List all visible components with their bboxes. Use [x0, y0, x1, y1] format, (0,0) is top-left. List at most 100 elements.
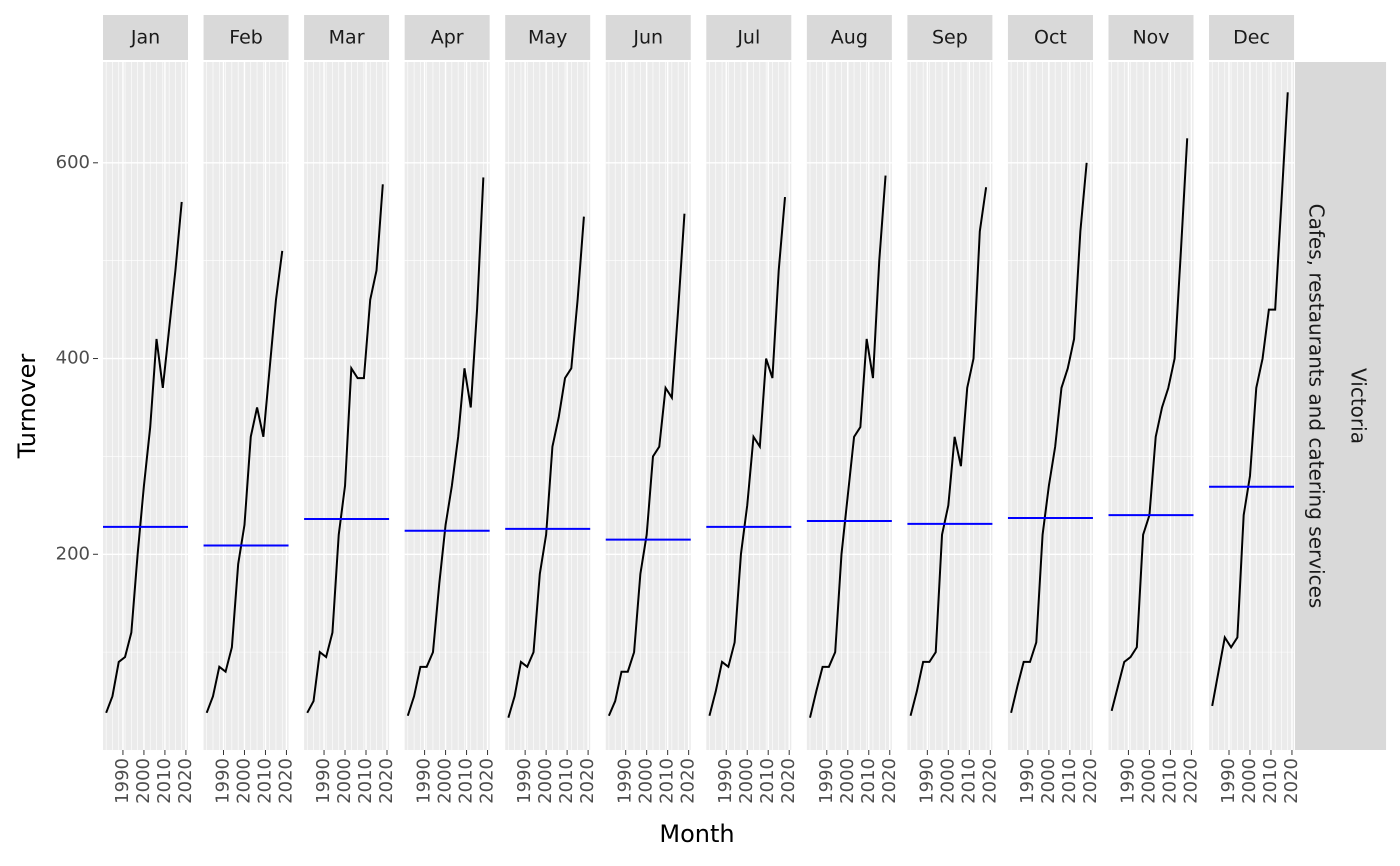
x-tick-label: 2020 [979, 758, 1000, 804]
panel-background [505, 62, 591, 750]
turnover-line [205, 250, 284, 714]
x-tick-label: 2010 [1159, 758, 1180, 804]
strip [1007, 15, 1093, 60]
strip [1209, 15, 1295, 60]
x-tick-label: 2000 [736, 758, 757, 804]
x-tick-label: 2000 [535, 758, 556, 804]
x-tick-label: 1990 [414, 758, 435, 804]
strip [806, 15, 892, 60]
y-axis-title: Turnover [13, 354, 41, 460]
x-tick-label: 2010 [657, 758, 678, 804]
x-tick-label: 1990 [816, 758, 837, 804]
x-tick-label: 2010 [154, 758, 175, 804]
panel-background [304, 62, 390, 750]
turnover-line [1010, 162, 1088, 714]
turnover-line [406, 177, 485, 717]
strip-label: Dec [1233, 27, 1270, 49]
turnover-line [809, 175, 887, 718]
panel-background [706, 62, 792, 750]
x-tick-label: 1990 [916, 758, 937, 804]
x-tick-label: 2020 [1080, 758, 1101, 804]
x-tick-label: 1990 [615, 758, 636, 804]
x-tick-label: 1990 [1017, 758, 1038, 804]
x-tick-label: 2020 [1180, 758, 1201, 804]
x-tick-label: 2010 [958, 758, 979, 804]
strip-label: Jun [632, 27, 663, 49]
x-tick-label: 2000 [837, 758, 858, 804]
x-tick-label: 1990 [212, 758, 233, 804]
x-tick-label: 2010 [757, 758, 778, 804]
turnover-line [708, 196, 787, 716]
strip-label: Feb [229, 27, 263, 49]
strip [505, 15, 591, 60]
strip [103, 15, 188, 60]
x-tick-label: 2010 [1059, 758, 1080, 804]
panel-background [806, 62, 892, 750]
x-tick-label: 2010 [355, 758, 376, 804]
panel-background [103, 62, 188, 750]
strip [907, 15, 993, 60]
x-tick-label: 2020 [678, 758, 699, 804]
x-tick-label: 2000 [1239, 758, 1260, 804]
x-tick-label: 2000 [937, 758, 958, 804]
strip-label: Jan [130, 27, 160, 49]
strip-label: Aug [831, 27, 868, 49]
x-tick-label: 1990 [514, 758, 535, 804]
y-tick-label: 200 [56, 543, 90, 564]
turnover-line [909, 187, 988, 716]
x-tick-label: 2020 [376, 758, 397, 804]
x-tick-label: 2020 [1281, 758, 1302, 804]
x-tick-label: 2000 [133, 758, 154, 804]
strip-right-label: Victoria [1347, 368, 1371, 444]
strip-label: May [528, 27, 567, 49]
x-tick-label: 2000 [1038, 758, 1059, 804]
x-tick-label: 2000 [233, 758, 254, 804]
strip-right [1295, 62, 1387, 750]
x-tick-label: 2020 [275, 758, 296, 804]
panel-background [1108, 62, 1194, 750]
x-tick-label: 2010 [456, 758, 477, 804]
x-tick-label: 1990 [313, 758, 334, 804]
x-tick-label: 2010 [254, 758, 275, 804]
strip [404, 15, 490, 60]
turnover-line [507, 216, 585, 718]
x-tick-label: 2000 [334, 758, 355, 804]
x-tick-label: 1990 [1117, 758, 1138, 804]
panel-background [404, 62, 490, 750]
x-tick-label: 2000 [1138, 758, 1159, 804]
turnover-line [607, 213, 686, 717]
panel-background [1007, 62, 1093, 750]
x-tick-label: 2020 [879, 758, 900, 804]
panel-background [907, 62, 993, 750]
strip-label: Oct [1034, 27, 1067, 49]
strip [203, 15, 289, 60]
turnover-line [1211, 92, 1289, 707]
x-tick-label: 2020 [577, 758, 598, 804]
strip [605, 15, 691, 60]
x-tick-label: 2000 [435, 758, 456, 804]
x-tick-label: 2020 [175, 758, 196, 804]
x-tick-label: 2010 [858, 758, 879, 804]
strip-right-label: Cafes, restaurants and catering services [1305, 204, 1329, 609]
strip-label: Jul [736, 27, 760, 49]
strip-label: Mar [329, 27, 365, 49]
y-tick-label: 600 [56, 152, 90, 173]
y-tick-label: 400 [56, 348, 90, 369]
x-tick-label: 2010 [1260, 758, 1281, 804]
strip [304, 15, 390, 60]
panel-background [605, 62, 691, 750]
x-tick-label: 1990 [1218, 758, 1239, 804]
strip [1108, 15, 1194, 60]
strip [706, 15, 792, 60]
x-tick-label: 2010 [556, 758, 577, 804]
x-tick-label: 1990 [112, 758, 133, 804]
strip-label: Nov [1132, 27, 1169, 49]
panel-background [1209, 62, 1295, 750]
x-tick-label: 2020 [778, 758, 799, 804]
x-tick-label: 2000 [636, 758, 657, 804]
turnover-line [306, 184, 384, 714]
x-tick-label: 1990 [715, 758, 736, 804]
strip-label: Sep [932, 27, 968, 49]
turnover-line [105, 201, 183, 714]
